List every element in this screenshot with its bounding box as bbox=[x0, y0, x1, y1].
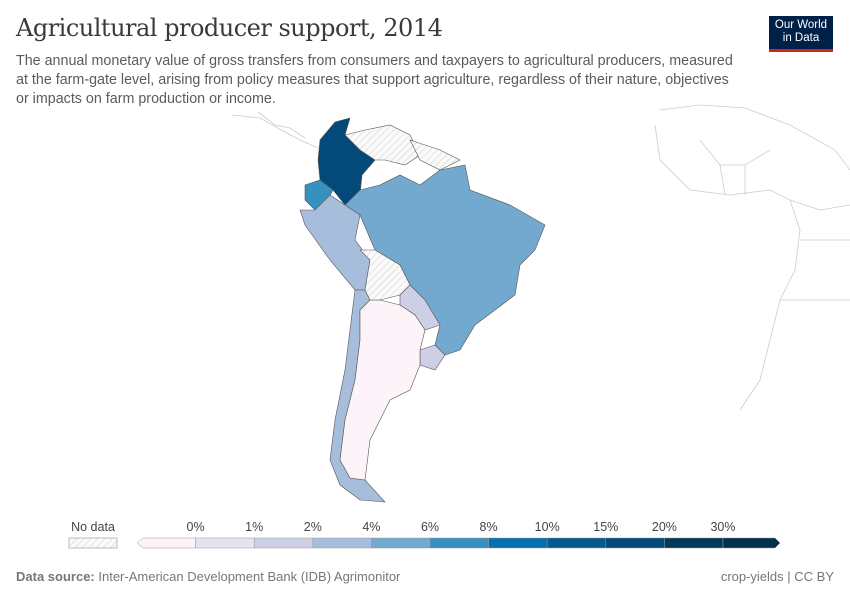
owid-logo[interactable]: Our World in Data bbox=[769, 16, 833, 52]
legend-tick-label: 15% bbox=[593, 520, 618, 534]
country-argentina[interactable] bbox=[339, 299, 426, 481]
legend-no-data-label: No data bbox=[71, 520, 115, 534]
legend-bin bbox=[136, 537, 196, 549]
background-outlines bbox=[231, 104, 850, 411]
legend-tick-label: 2% bbox=[304, 520, 322, 534]
legend-tick-label: 6% bbox=[421, 520, 439, 534]
legend-tick-label: 4% bbox=[362, 520, 380, 534]
country-guianas[interactable] bbox=[409, 139, 461, 171]
source-label: Data source: bbox=[16, 569, 95, 584]
chart-subtitle: The annual monetary value of gross trans… bbox=[16, 53, 733, 107]
license[interactable]: crop-yields | CC BY bbox=[720, 569, 834, 584]
chart-title: Agricultural producer support, 2014 bbox=[16, 14, 443, 42]
legend-bin bbox=[312, 537, 372, 549]
legend-tick-label: 10% bbox=[535, 520, 560, 534]
legend-tick-label: 30% bbox=[710, 520, 735, 534]
legend-bin bbox=[546, 537, 607, 549]
legend-bin bbox=[664, 537, 724, 549]
legend-bin bbox=[488, 537, 548, 549]
data-source: Data source: Inter-American Development … bbox=[16, 569, 400, 584]
legend-tick-label: 0% bbox=[187, 520, 205, 534]
country-venezuela[interactable] bbox=[344, 124, 421, 166]
legend-bin bbox=[722, 537, 781, 549]
country-bolivia[interactable] bbox=[359, 249, 411, 301]
legend-bin bbox=[429, 537, 489, 549]
legend-tick-label: 1% bbox=[245, 520, 263, 534]
legend-tick-label: 8% bbox=[480, 520, 498, 534]
legend-tick-label: 20% bbox=[652, 520, 677, 534]
legend-bin bbox=[253, 537, 314, 549]
legend-bin bbox=[605, 537, 665, 549]
legend-bin bbox=[195, 537, 255, 549]
legend-bin bbox=[371, 537, 431, 549]
legend-no-data-swatch bbox=[68, 537, 118, 549]
source-text[interactable]: Inter-American Development Bank (IDB) Ag… bbox=[98, 569, 401, 584]
